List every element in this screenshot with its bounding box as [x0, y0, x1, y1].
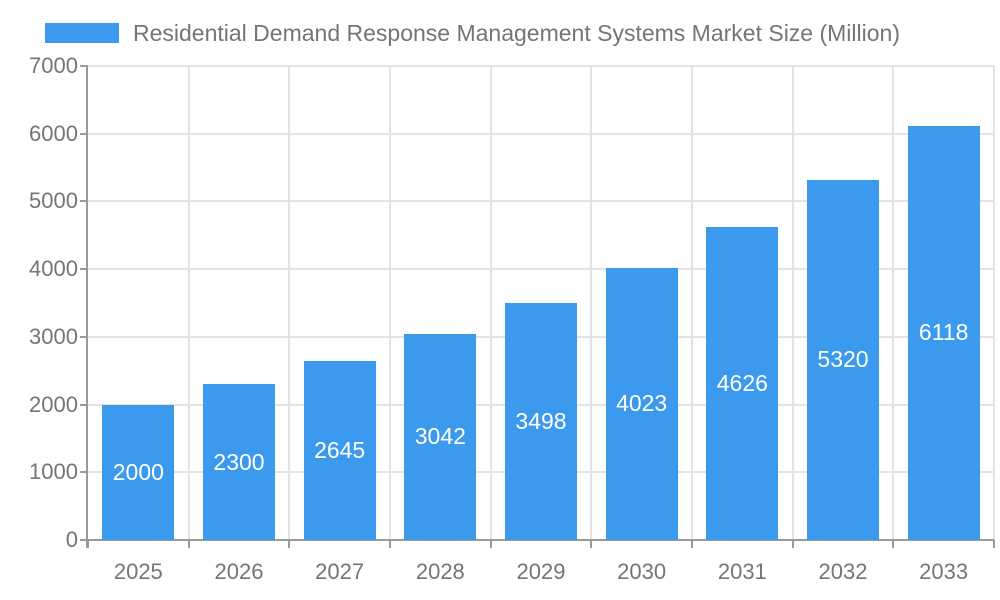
v-gridline [288, 66, 291, 540]
y-axis-tick-label: 4000 [29, 256, 78, 282]
x-axis-line [80, 539, 994, 541]
bar-2026[interactable]: 2300 [203, 384, 275, 540]
bar-2029[interactable]: 3498 [505, 303, 577, 540]
y-tick [80, 132, 88, 135]
y-axis-tick-label: 7000 [29, 53, 78, 78]
h-gridline [88, 200, 994, 203]
h-gridline [88, 132, 994, 135]
y-axis-tick-label: 2000 [29, 391, 78, 417]
bar-value-label: 3498 [515, 408, 567, 435]
x-tick [87, 540, 89, 548]
bar-value-label: 2000 [112, 458, 164, 485]
x-tick [993, 540, 995, 548]
x-tick [892, 540, 895, 548]
v-gridline [389, 66, 391, 540]
h-gridline [88, 65, 994, 67]
x-axis-tick-label: 2026 [214, 559, 264, 584]
x-axis-tick-label: 2030 [617, 559, 667, 584]
y-tick [80, 471, 88, 474]
v-gridline [489, 66, 492, 540]
v-gridline [187, 66, 190, 540]
bar-value-label: 6118 [918, 319, 969, 346]
bar-2030[interactable]: 4023 [605, 267, 678, 540]
y-axis-tick-label: 3000 [29, 323, 78, 349]
x-axis-tick-label: 2031 [717, 559, 767, 584]
x-axis-tick-label: 2028 [415, 559, 465, 584]
x-tick [389, 540, 391, 548]
v-gridline [791, 66, 794, 540]
bar-2033[interactable]: 6118 [907, 125, 980, 540]
v-gridline [892, 66, 895, 540]
h-gridline [88, 268, 994, 271]
legend-label: Residential Demand Response Management S… [133, 19, 900, 46]
y-tick [80, 403, 88, 406]
bar-value-label: 2645 [314, 436, 366, 463]
y-tick [80, 335, 88, 338]
y-tick [80, 65, 88, 67]
bar-2028[interactable]: 3042 [404, 334, 477, 540]
x-axis-tick-label: 2027 [315, 559, 365, 584]
v-gridline [993, 66, 995, 540]
bar-value-label: 5320 [817, 346, 869, 373]
bar-value-label: 2300 [213, 448, 265, 475]
x-tick [590, 540, 593, 548]
legend-swatch-icon [45, 23, 119, 43]
x-tick [489, 540, 492, 548]
bar-value-label: 4626 [716, 369, 768, 396]
y-axis-tick-label: 0 [65, 527, 78, 552]
y-axis-tick-label: 6000 [29, 120, 78, 146]
y-tick [80, 268, 88, 271]
bar-2027[interactable]: 2645 [303, 360, 376, 540]
bar-2032[interactable]: 5320 [807, 179, 879, 540]
x-axis-tick-label: 2032 [818, 559, 868, 584]
v-gridline [590, 66, 593, 540]
y-axis-tick-label: 5000 [29, 188, 78, 214]
x-tick [288, 540, 291, 548]
bar-value-label: 3042 [414, 423, 466, 450]
y-axis-tick-label: 1000 [29, 459, 78, 485]
x-tick [187, 540, 190, 548]
v-gridline [691, 66, 693, 540]
bar-2025[interactable]: 2000 [102, 404, 175, 540]
bar-2031[interactable]: 4626 [706, 226, 779, 540]
x-axis-tick-label: 2029 [516, 559, 566, 584]
x-axis-tick-label: 2025 [113, 559, 163, 584]
chart-legend[interactable]: Residential Demand Response Management S… [45, 20, 900, 46]
y-tick [80, 539, 88, 541]
y-tick [80, 200, 88, 203]
x-tick [691, 540, 693, 548]
x-tick [791, 540, 794, 548]
x-axis-tick-label: 2033 [919, 559, 969, 584]
y-axis-line [86, 66, 88, 548]
bar-value-label: 4023 [616, 390, 668, 417]
